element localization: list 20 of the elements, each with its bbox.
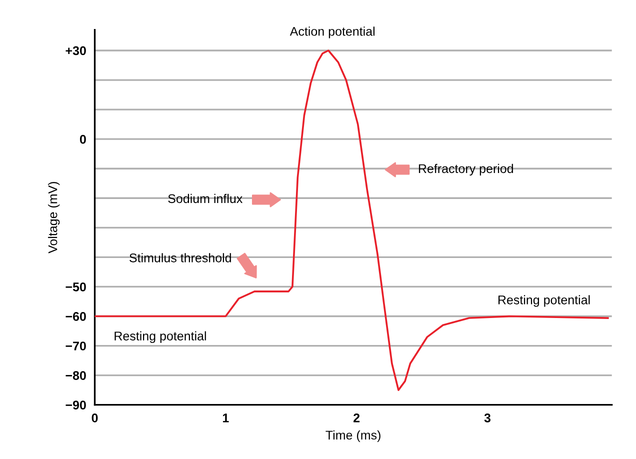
annotation: Sodium influx <box>168 194 243 204</box>
y-tick-label: −90 <box>66 400 86 410</box>
x-tick-label: 3 <box>484 414 490 422</box>
x-tick-label: 0 <box>92 414 98 422</box>
x-axis-title: Time (ms) <box>326 430 380 442</box>
y-tick-label: +30 <box>66 46 86 56</box>
y-tick-label: −60 <box>66 312 86 321</box>
annotation: Resting potential <box>114 331 206 343</box>
x-tick-label: 2 <box>354 414 360 422</box>
annotation: Refractory period <box>418 164 513 176</box>
annotation: Resting potential <box>498 295 590 307</box>
y-tick-label: −80 <box>66 371 86 380</box>
line-series <box>94 50 609 391</box>
annotation: Stimulus threshold <box>130 253 231 262</box>
y-tick-label: −50 <box>66 282 86 292</box>
y-tick-label: −70 <box>66 342 86 350</box>
y-tick-label: 0 <box>80 134 86 144</box>
annotation: Action potential <box>290 26 374 38</box>
x-tick-label: 1 <box>222 414 229 422</box>
y-axis-title: Voltage (mV) <box>48 182 60 254</box>
